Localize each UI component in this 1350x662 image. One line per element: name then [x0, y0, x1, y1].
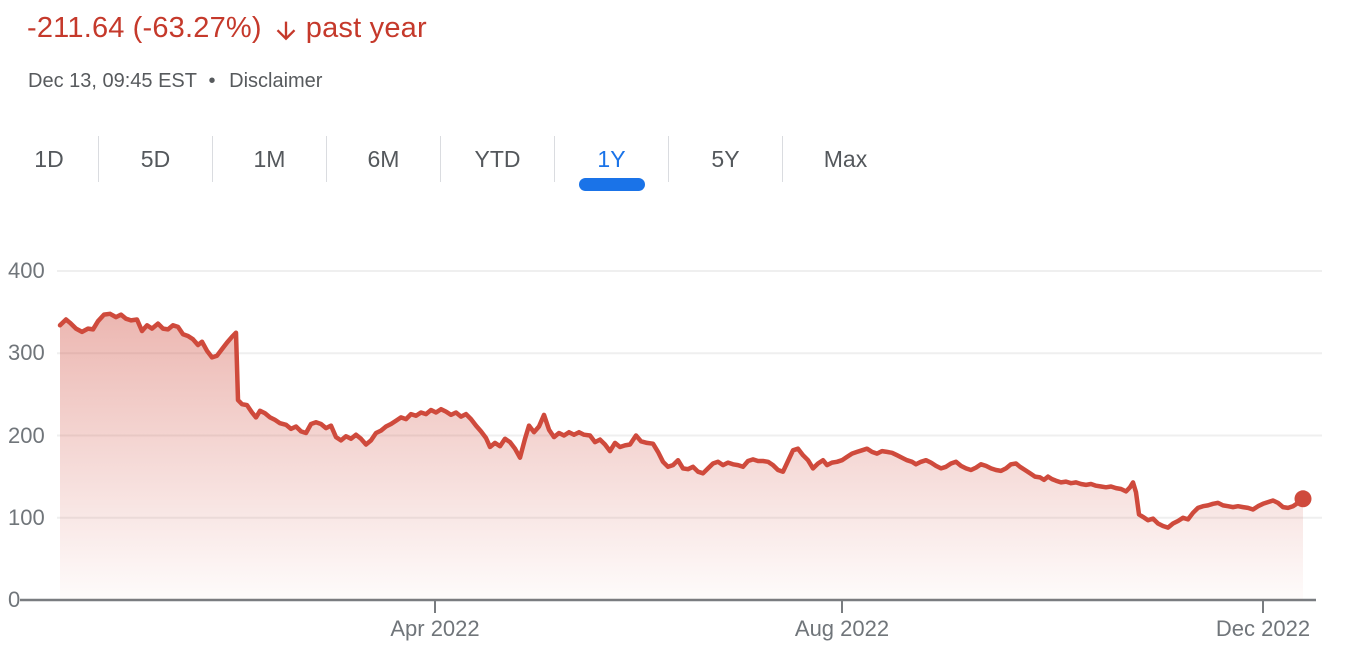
x-axis-label: Dec 2022: [1215, 616, 1311, 641]
y-axis-label: 300: [8, 340, 45, 366]
last-price-dot: [1294, 490, 1312, 508]
x-axis-ticks: [434, 600, 1264, 613]
y-axis-label: 400: [8, 258, 45, 283]
y-axis-label: 100: [8, 504, 45, 530]
tab-1y-label: 1Y: [597, 145, 626, 172]
change-period-label: past year: [305, 12, 427, 44]
quote-meta: Dec 13, 09:45 EST • Disclaimer: [28, 70, 328, 93]
y-axis-label: 200: [8, 422, 45, 448]
tab-6m[interactable]: 6M: [326, 136, 440, 182]
price-line: [57, 311, 1306, 530]
tab-1y[interactable]: 1Y: [554, 136, 668, 191]
price-change-header: -211.64 (-63.27%) past year: [27, 12, 427, 45]
tab-1d[interactable]: 1D: [34, 145, 64, 172]
quote-timestamp: Dec 13, 09:45 EST: [28, 70, 197, 92]
tab-5y[interactable]: 5Y: [668, 136, 782, 182]
tab-5d[interactable]: 5D: [98, 136, 212, 182]
change-value: -211.64: [27, 12, 125, 44]
meta-separator-dot: •: [208, 70, 216, 92]
disclaimer-link[interactable]: Disclaimer: [229, 70, 323, 92]
active-tab-indicator: [578, 178, 645, 191]
tab-ytd[interactable]: YTD: [440, 136, 554, 182]
change-percent: (-63.27%): [132, 12, 262, 44]
tab-1m[interactable]: 1M: [212, 136, 326, 182]
x-axis-label: Apr 2022: [390, 616, 480, 641]
arrow-down-icon: [272, 17, 300, 45]
tab-max[interactable]: Max: [782, 136, 908, 182]
x-axis-label: Aug 2022: [794, 616, 890, 641]
price-area-fill: [60, 313, 1303, 600]
period-tabbar: 1D 5D 1M 6M YTD 1Y 5Y Max: [0, 136, 908, 191]
y-axis-label: 0: [8, 587, 21, 612]
